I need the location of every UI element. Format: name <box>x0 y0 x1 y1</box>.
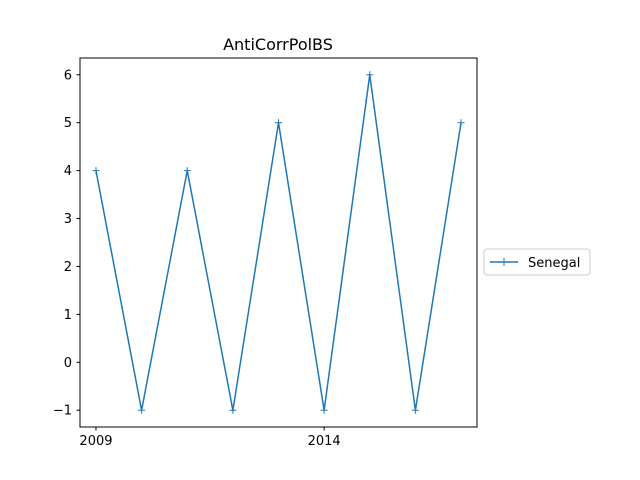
y-tick-label: 5 <box>64 116 72 131</box>
y-tick-label: 0 <box>64 356 72 371</box>
data-point <box>229 406 237 414</box>
y-tick-label: 3 <box>64 212 72 227</box>
data-point <box>92 167 100 175</box>
x-tick-label: 2014 <box>308 434 341 449</box>
y-tick-label: 4 <box>64 164 72 179</box>
data-point <box>275 119 282 127</box>
data-point <box>320 406 328 414</box>
legend-frame <box>483 248 591 276</box>
y-tick-label: 1 <box>64 308 72 323</box>
plot-area <box>92 71 465 414</box>
legend: Senegal <box>483 248 591 276</box>
y-tick-label: 6 <box>64 68 72 83</box>
plot-frame <box>79 57 478 428</box>
data-point <box>457 119 465 127</box>
y-tick-label: −1 <box>53 404 72 419</box>
x-tick-label: 2009 <box>79 434 112 449</box>
data-point <box>411 406 419 414</box>
data-point <box>366 71 374 79</box>
data-point <box>138 406 146 414</box>
chart-title: AntiCorrPolBS <box>223 35 333 54</box>
legend-label-senegal: Senegal <box>528 256 580 271</box>
data-point <box>183 167 191 175</box>
axes: −1 0 1 2 3 4 5 6 2009 2014 <box>53 57 478 449</box>
y-tick-label: 2 <box>64 260 72 275</box>
